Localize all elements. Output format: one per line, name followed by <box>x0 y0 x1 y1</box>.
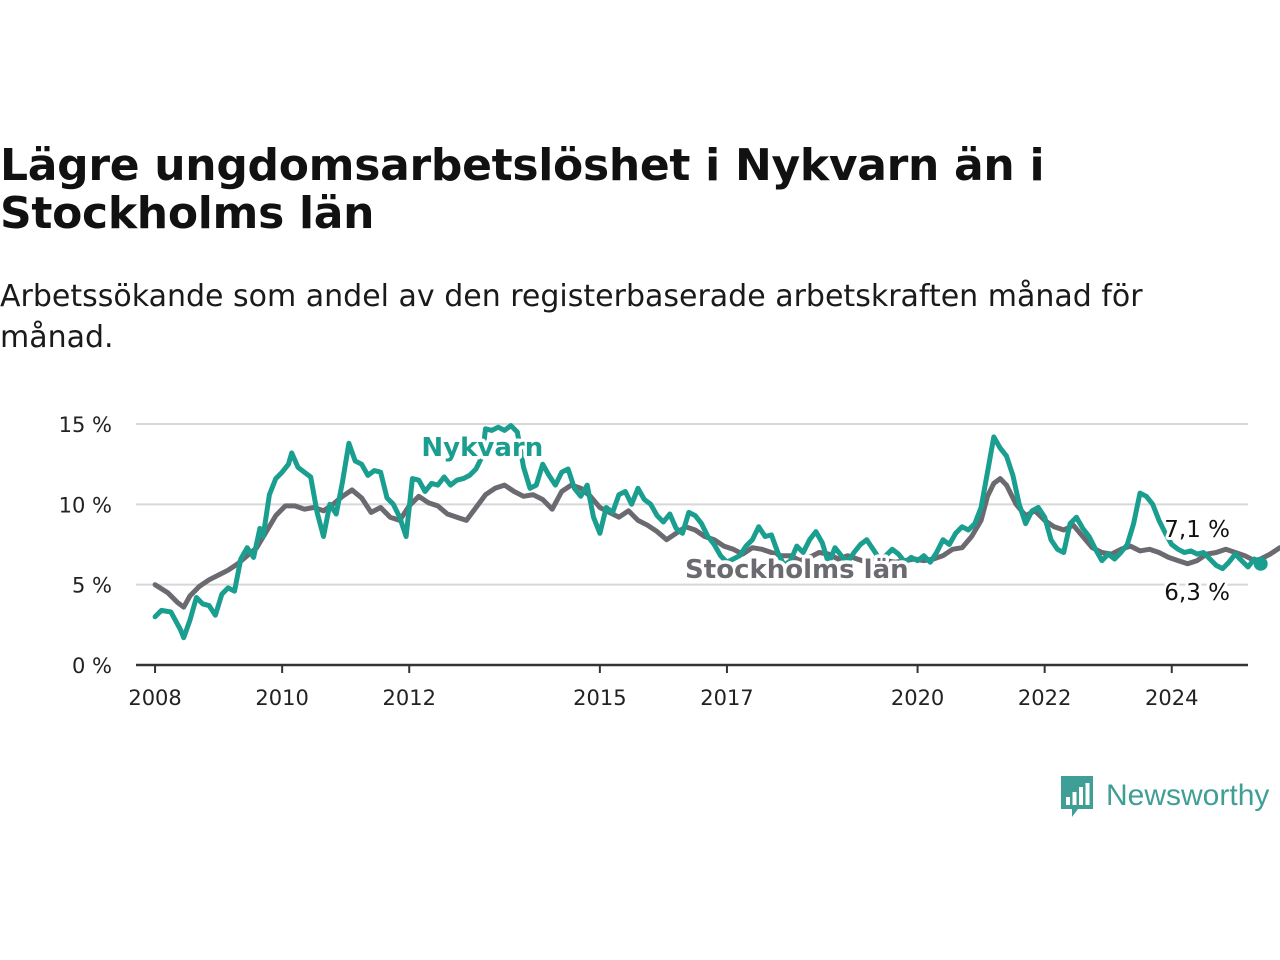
x-tick-label: 2024 <box>1145 686 1198 710</box>
page-title: Lägre ungdomsarbetslöshet i Nykvarn än i… <box>0 140 1045 239</box>
x-tick-label: 2012 <box>383 686 436 710</box>
y-tick-label: 0 % <box>72 654 112 678</box>
x-tick-label: 2017 <box>700 686 753 710</box>
x-tick-label: 2015 <box>573 686 626 710</box>
x-tick-label: 2020 <box>891 686 944 710</box>
x-tick-label: 2022 <box>1018 686 1071 710</box>
series-lines <box>152 423 1280 641</box>
newsworthy-logo: Newsworthy <box>1058 772 1269 820</box>
y-tick-label: 5 % <box>72 574 112 598</box>
series-line-nykvarn <box>152 423 1264 641</box>
end-point-nykvarn <box>1253 556 1268 571</box>
x-axis: 2008 2010 2012 2015 2017 2020 2022 2024 <box>128 663 1248 710</box>
series-labels: Nykvarn Stockholms län 7,1 % 6,3 % <box>418 430 1233 609</box>
x-tick-label: 2008 <box>128 686 181 710</box>
y-tick-label: 10 % <box>59 493 112 517</box>
series-label-nykvarn: Nykvarn <box>421 433 543 463</box>
brand-name: Newsworthy <box>1106 779 1270 812</box>
end-value-label-nykvarn: 6,3 % <box>1164 580 1230 606</box>
y-tick-label: 15 % <box>59 413 112 437</box>
end-value-label-stockholms-lan: 7,1 % <box>1164 517 1230 543</box>
series-label-stockholms-lan: Stockholms län <box>685 555 909 585</box>
gridlines <box>136 423 1248 586</box>
line-chart: 0 %5 %10 %15 % 2008 2010 2012 2015 2017 2020 2… <box>59 413 1280 710</box>
page-subtitle: Arbetssökande som andel av den registerb… <box>0 279 1143 355</box>
y-axis-labels: 0 % 5 % 10 % 15 % <box>59 413 112 678</box>
x-tick-label: 2010 <box>255 686 308 710</box>
newsworthy-chart-icon <box>1061 776 1093 817</box>
series-line-stockholms-lan <box>152 476 1280 610</box>
